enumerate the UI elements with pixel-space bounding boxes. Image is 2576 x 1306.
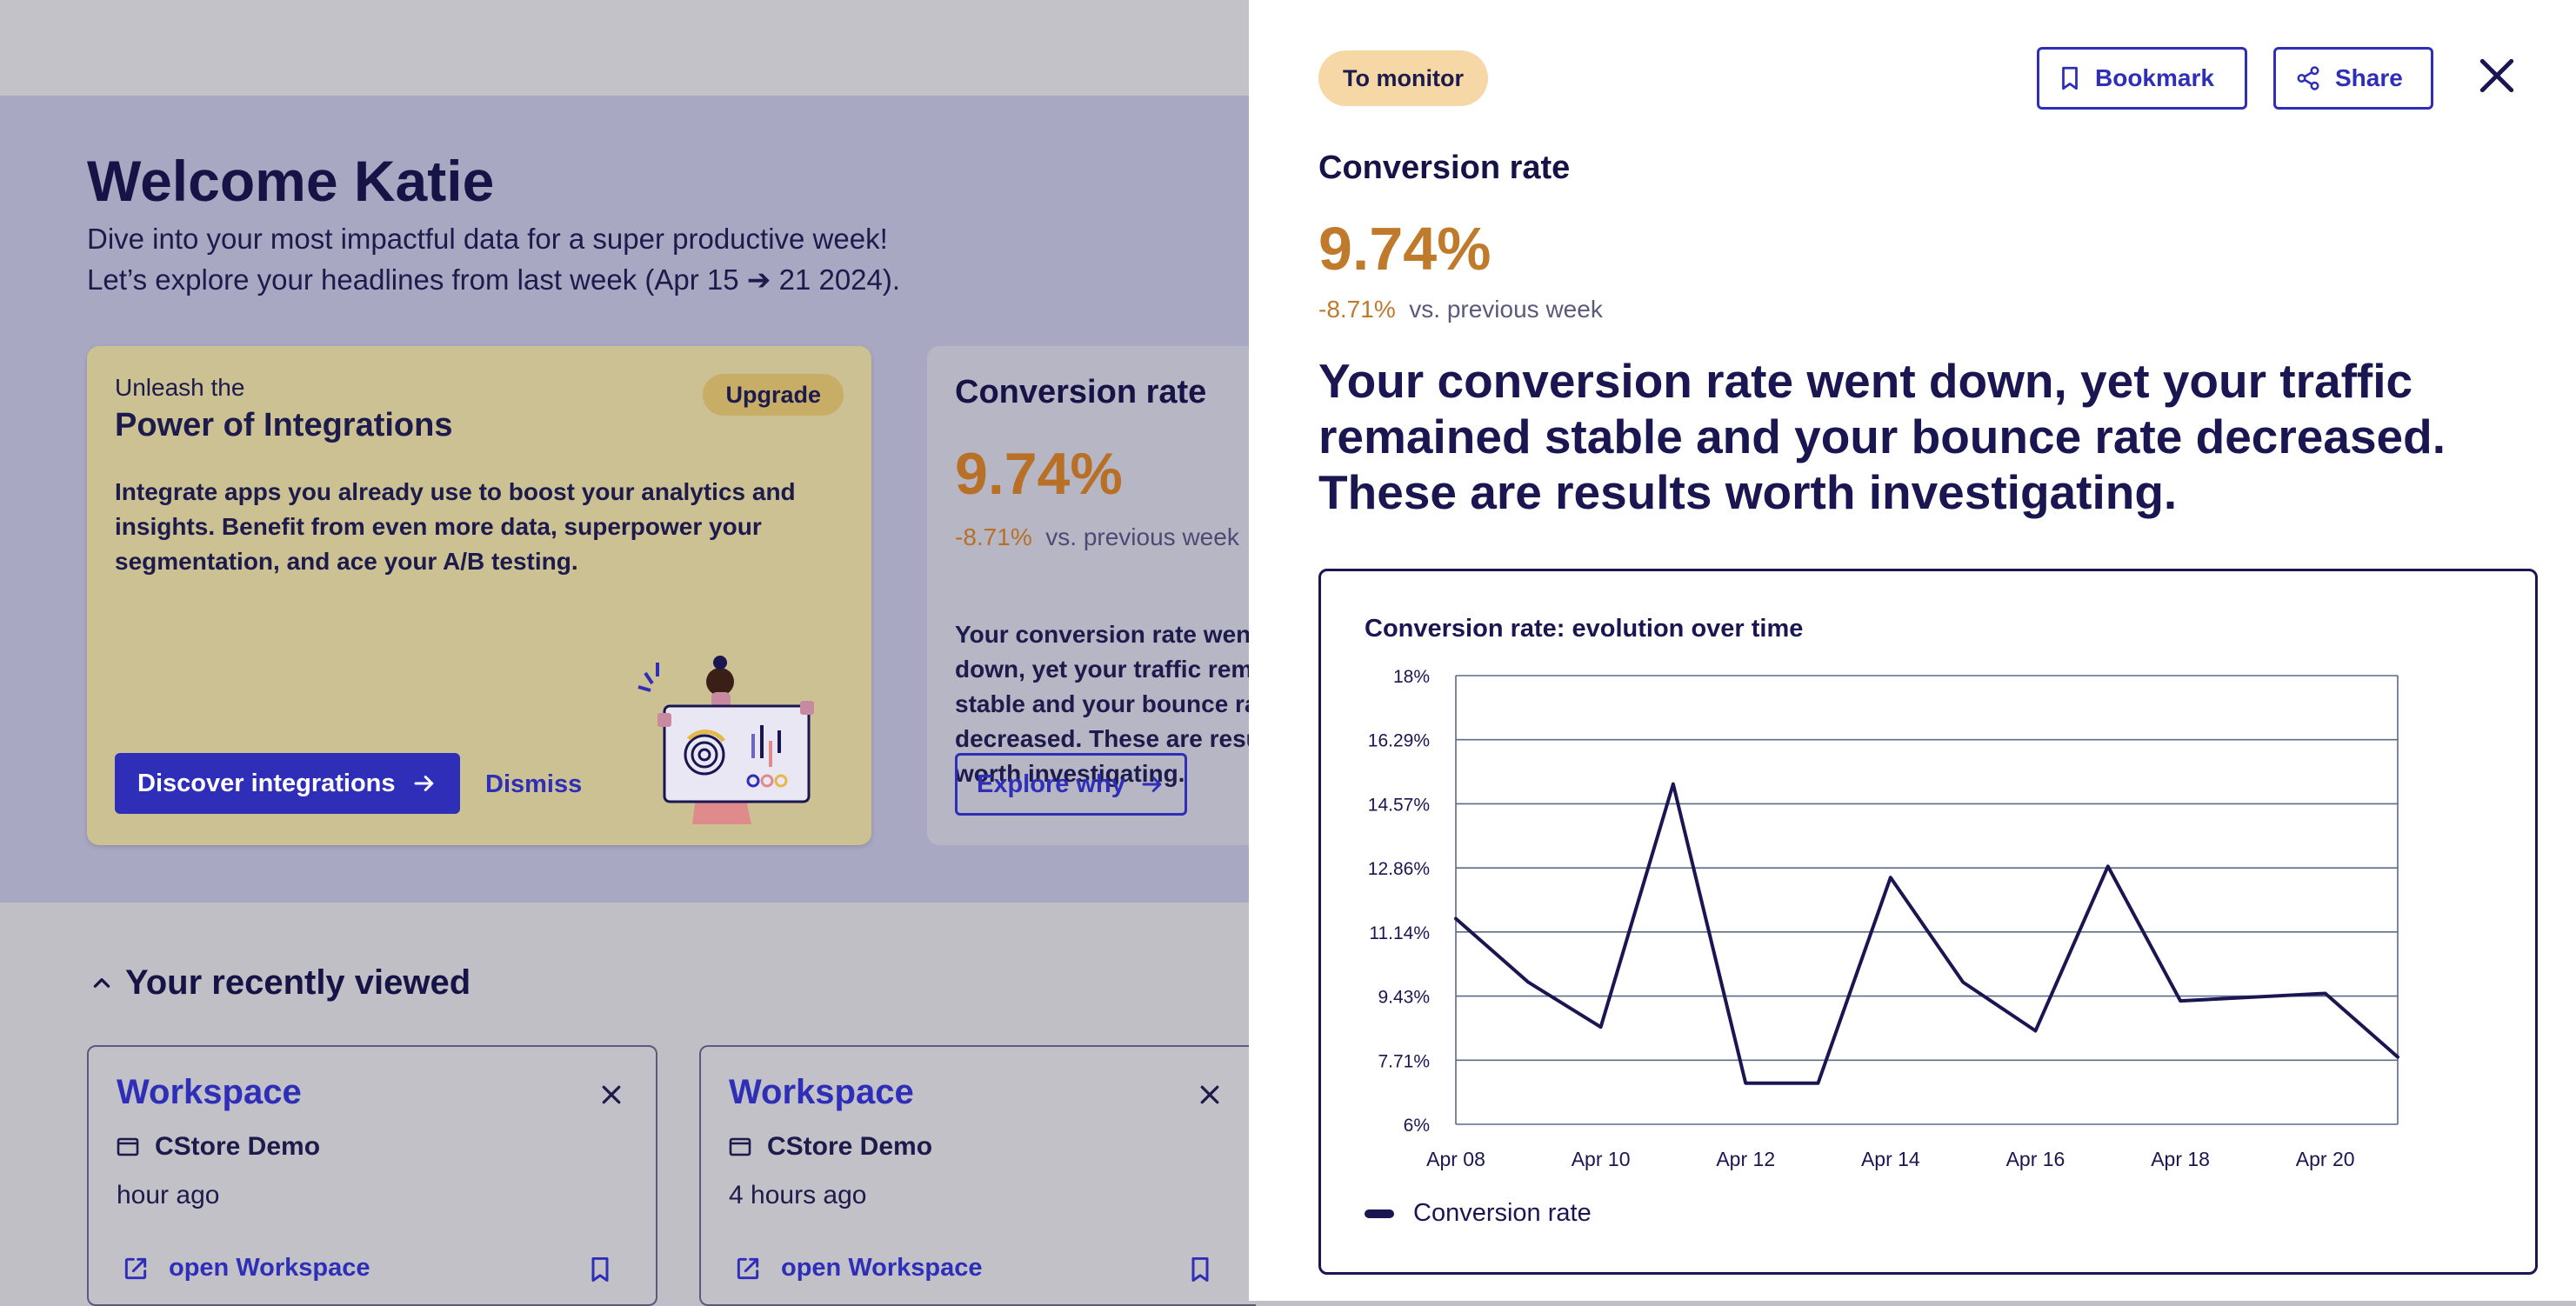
y-tick-label: 11.14% [1369, 923, 1430, 943]
delta-suffix: vs. previous week [1409, 296, 1603, 323]
delta-value: -8.71% [955, 523, 1032, 550]
recent-card-subtitle: CStore Demo [117, 1132, 320, 1162]
conversion-card: Conversion rate 9.74% -8.71% vs. previou… [927, 346, 1292, 845]
y-tick-label: 7.71% [1378, 1051, 1430, 1071]
series-line [1456, 784, 2398, 1083]
x-tick-label: Apr 12 [1716, 1148, 1775, 1170]
arrow-right-icon [411, 770, 437, 796]
line-chart: 6% 7.71% 9.43% 11.14% 12.86% 14.57% 16.29% 18% A… [1321, 571, 2535, 1272]
bookmark-icon [2059, 65, 2081, 91]
drawer-headline: Your conversion rate went down, yet your… [1318, 353, 2484, 520]
legend-label: Conversion rate [1413, 1199, 1592, 1228]
close-icon[interactable] [598, 1082, 624, 1108]
recent-card-title: Workspace [729, 1073, 914, 1112]
bookmark-label: Bookmark [2095, 64, 2214, 92]
x-tick-label: Apr 18 [2151, 1148, 2210, 1170]
promo-kicker: Unleash the [115, 374, 244, 402]
recent-card[interactable]: Workspace CStore Demo 4 hours ago open W… [699, 1045, 1256, 1306]
y-tick-label: 12.86% [1368, 859, 1430, 879]
x-tick-label: Apr 10 [1572, 1148, 1631, 1170]
x-tick-label: Apr 20 [2296, 1148, 2355, 1170]
x-tick-label: Apr 08 [1426, 1148, 1485, 1170]
open-workspace-link[interactable]: open Workspace [122, 1254, 370, 1283]
welcome-line-1: Dive into your most impactful data for a… [87, 223, 888, 256]
external-link-icon [122, 1255, 150, 1283]
open-workspace-label: open Workspace [169, 1254, 370, 1283]
delta-suffix: vs. previous week [1045, 523, 1239, 550]
chart-legend[interactable]: Conversion rate [1365, 1199, 1592, 1228]
explore-why-label: Explore why [977, 756, 1125, 813]
y-tick-label: 18% [1393, 667, 1430, 687]
drawer-delta: -8.71% vs. previous week [1318, 296, 1603, 323]
discover-integrations-button[interactable]: Discover integrations [115, 753, 460, 814]
recent-card-subtitle: CStore Demo [729, 1132, 932, 1162]
conversion-card-value: 9.74% [955, 440, 1123, 508]
upgrade-badge[interactable]: Upgrade [703, 374, 844, 416]
conversion-card-delta: -8.71% vs. previous week [955, 520, 1242, 555]
chevron-up-icon [90, 972, 113, 995]
bookmark-button[interactable]: Bookmark [2037, 47, 2247, 110]
recent-card-time: hour ago [117, 1181, 219, 1210]
recent-card-subtitle-text: CStore Demo [155, 1132, 320, 1162]
x-tick-label: Apr 16 [2006, 1148, 2065, 1170]
dismiss-button[interactable]: Dismiss [485, 770, 582, 799]
welcome-line-2: Let’s explore your headlines from last w… [87, 263, 900, 297]
arrow-right-icon [1139, 771, 1165, 797]
close-icon[interactable] [2475, 54, 2519, 97]
promo-body: Integrate apps you already use to boost … [115, 475, 828, 579]
recently-viewed-toggle[interactable]: Your recently viewed [90, 963, 470, 1003]
open-workspace-link[interactable]: open Workspace [734, 1254, 983, 1283]
share-icon [2295, 65, 2321, 91]
status-tag: To monitor [1318, 50, 1488, 106]
drawer-value: 9.74% [1318, 214, 1491, 283]
bookmark-icon[interactable] [1188, 1256, 1212, 1283]
discover-integrations-label: Discover integrations [137, 753, 396, 814]
y-tick-label: 6% [1404, 1116, 1430, 1136]
legend-swatch [1365, 1209, 1394, 1218]
welcome-title: Welcome Katie [87, 148, 494, 214]
recent-card[interactable]: Workspace CStore Demo hour ago open Work… [87, 1045, 657, 1306]
conversion-card-title: Conversion rate [955, 374, 1206, 411]
window-icon [117, 1136, 139, 1157]
external-link-icon [734, 1255, 762, 1283]
x-tick-label: Apr 14 [1861, 1148, 1920, 1170]
recently-viewed-title: Your recently viewed [125, 963, 470, 1003]
window-icon [729, 1136, 751, 1157]
top-bar [0, 0, 1252, 96]
share-button[interactable]: Share [2273, 47, 2433, 110]
promo-title: Power of Integrations [115, 407, 452, 444]
drawer-title: Conversion rate [1318, 150, 1570, 187]
y-tick-label: 16.29% [1368, 731, 1430, 751]
open-workspace-label: open Workspace [781, 1254, 983, 1283]
recent-card-subtitle-text: CStore Demo [767, 1132, 932, 1162]
close-icon[interactable] [1197, 1082, 1223, 1108]
share-label: Share [2335, 64, 2403, 92]
chart-card: Conversion rate: evolution over time 6%7… [1318, 569, 2538, 1275]
y-tick-label: 14.57% [1368, 795, 1430, 815]
detail-drawer: To monitor Bookmark Share Conversion rat… [1249, 0, 2576, 1301]
explore-why-button[interactable]: Explore why [955, 753, 1187, 816]
bookmark-icon[interactable] [588, 1256, 612, 1283]
delta-value: -8.71% [1318, 296, 1396, 323]
recent-card-time: 4 hours ago [729, 1181, 866, 1210]
y-tick-label: 9.43% [1378, 988, 1430, 1008]
recent-card-title: Workspace [117, 1073, 302, 1112]
integrations-card: Unleash the Power of Integrations Upgrad… [87, 346, 871, 845]
integrations-illustration [635, 650, 818, 824]
